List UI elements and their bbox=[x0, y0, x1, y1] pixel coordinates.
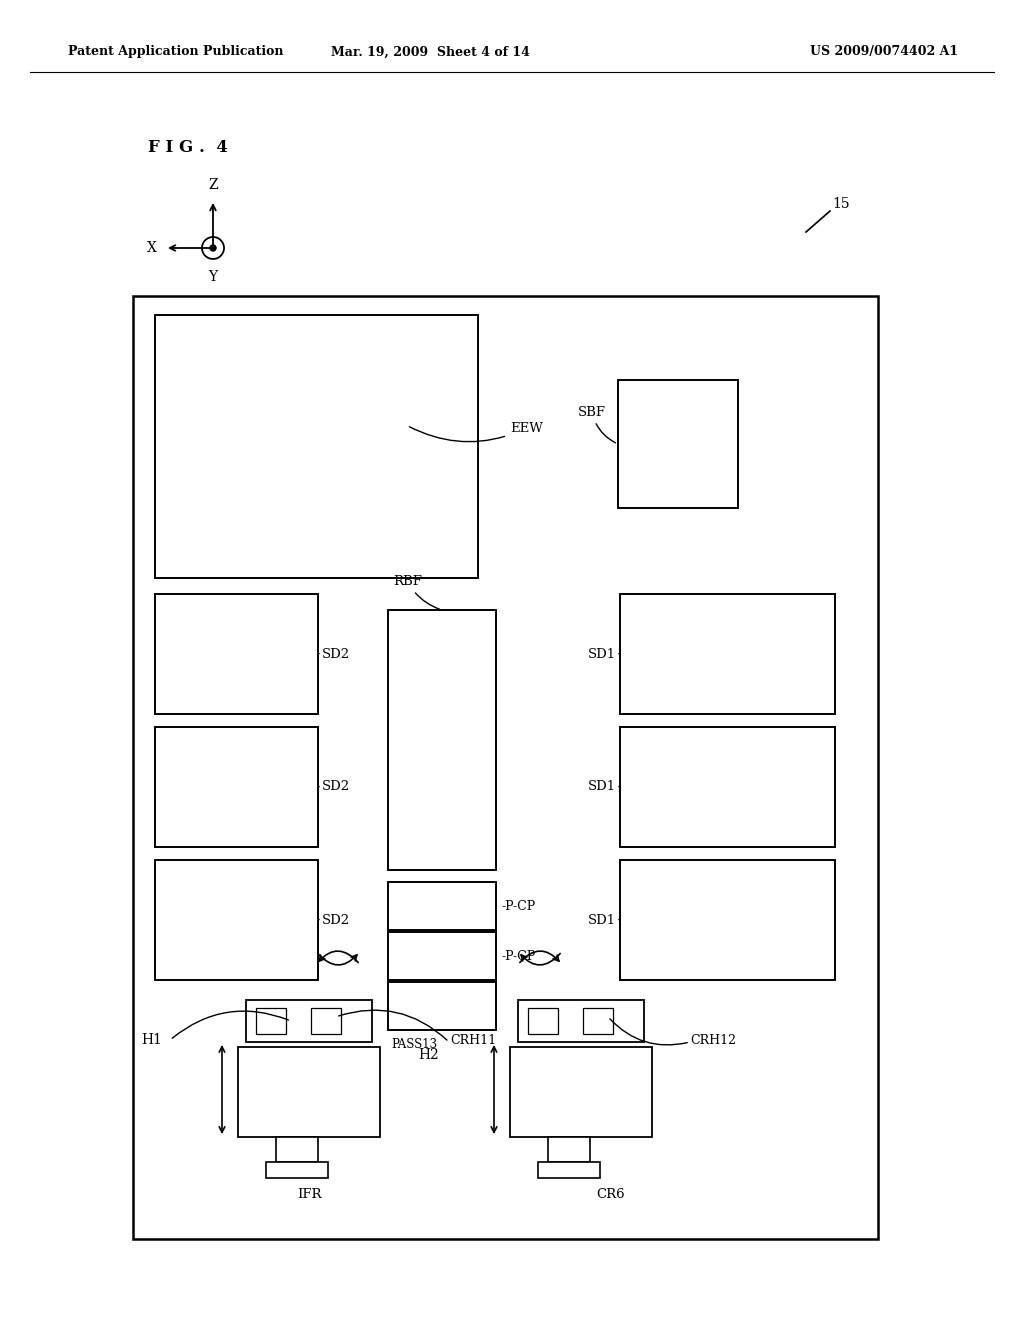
Text: EEW: EEW bbox=[410, 421, 543, 442]
Bar bbox=[388, 982, 496, 1030]
Bar bbox=[155, 727, 318, 847]
Bar bbox=[618, 380, 738, 508]
Text: Mar. 19, 2009  Sheet 4 of 14: Mar. 19, 2009 Sheet 4 of 14 bbox=[331, 45, 529, 58]
Bar bbox=[388, 882, 496, 931]
Bar bbox=[528, 1008, 558, 1034]
Bar bbox=[155, 594, 318, 714]
Text: SD1: SD1 bbox=[588, 648, 620, 660]
Bar bbox=[155, 315, 478, 578]
Bar bbox=[266, 1162, 328, 1177]
Text: SD2: SD2 bbox=[318, 648, 350, 660]
Bar bbox=[388, 932, 496, 979]
Bar bbox=[583, 1008, 613, 1034]
Bar bbox=[155, 861, 318, 979]
Text: RBF: RBF bbox=[393, 576, 439, 609]
Text: X: X bbox=[147, 242, 157, 255]
Text: CR6: CR6 bbox=[596, 1188, 625, 1201]
Text: F I G .  4: F I G . 4 bbox=[148, 140, 228, 157]
Bar bbox=[256, 1008, 286, 1034]
Text: PASS13: PASS13 bbox=[391, 1038, 437, 1051]
Text: -P-CP: -P-CP bbox=[501, 949, 536, 962]
Bar bbox=[620, 594, 835, 714]
Text: H1: H1 bbox=[141, 1034, 162, 1047]
Text: SD1: SD1 bbox=[588, 780, 620, 793]
Bar bbox=[620, 727, 835, 847]
Text: Z: Z bbox=[208, 178, 218, 191]
Circle shape bbox=[210, 246, 216, 251]
Bar bbox=[548, 1137, 590, 1162]
Text: 15: 15 bbox=[831, 197, 850, 211]
Bar bbox=[510, 1047, 652, 1137]
Text: US 2009/0074402 A1: US 2009/0074402 A1 bbox=[810, 45, 958, 58]
Bar bbox=[133, 296, 878, 1239]
Text: SBF: SBF bbox=[578, 405, 615, 442]
Text: CRH12: CRH12 bbox=[690, 1034, 736, 1047]
Bar bbox=[388, 610, 496, 870]
Bar bbox=[518, 1001, 644, 1041]
Text: H2: H2 bbox=[418, 1048, 438, 1063]
Text: SD2: SD2 bbox=[318, 913, 350, 927]
Bar bbox=[246, 1001, 372, 1041]
Text: SD1: SD1 bbox=[588, 913, 620, 927]
Text: IFR: IFR bbox=[297, 1188, 322, 1201]
Text: SD2: SD2 bbox=[318, 780, 350, 793]
Bar bbox=[620, 861, 835, 979]
Text: Patent Application Publication: Patent Application Publication bbox=[68, 45, 284, 58]
Bar bbox=[238, 1047, 380, 1137]
Bar bbox=[311, 1008, 341, 1034]
Text: -P-CP: -P-CP bbox=[501, 899, 536, 912]
Bar bbox=[276, 1137, 318, 1162]
Text: Y: Y bbox=[209, 271, 217, 284]
Text: CRH11: CRH11 bbox=[450, 1034, 496, 1047]
Bar bbox=[538, 1162, 600, 1177]
